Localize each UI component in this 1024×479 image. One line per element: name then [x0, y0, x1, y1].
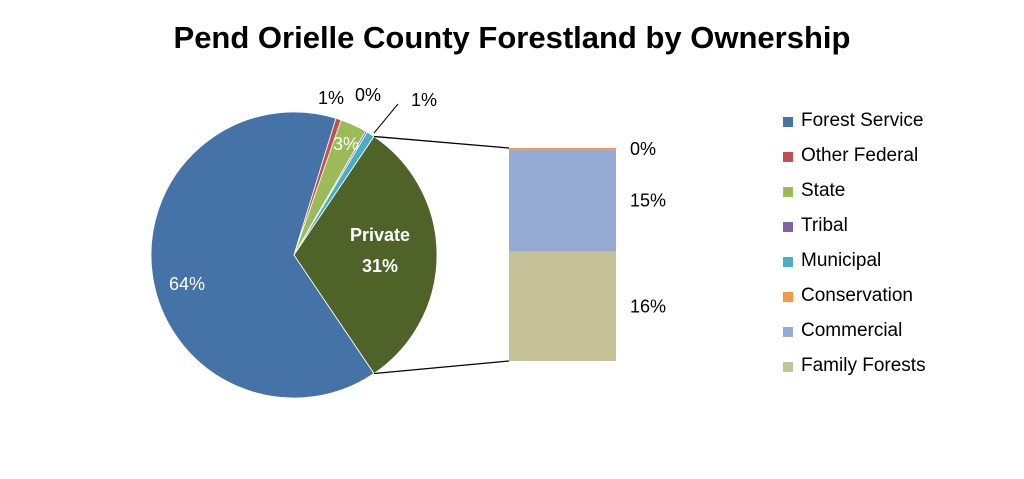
- legend-label: Tribal: [801, 215, 848, 236]
- leader-line-municipal: [373, 103, 399, 134]
- data-label-private-value: 31%: [362, 256, 398, 276]
- data-label-other-federal: 1%: [318, 88, 344, 108]
- connector-line-top: [373, 135, 510, 149]
- data-label-forest-service: 64%: [169, 274, 205, 294]
- pie-slice-forest-service: [150, 111, 375, 399]
- legend-swatch: [783, 327, 793, 337]
- data-label-tribal: 0%: [355, 85, 381, 105]
- legend-label: State: [801, 180, 846, 201]
- data-label-conservation: 0%: [630, 139, 656, 159]
- data-label-family-forests: 16%: [630, 296, 666, 316]
- chart-title: Pend Orielle County Forestland by Owners…: [173, 20, 851, 55]
- legend-label: Family Forests: [801, 355, 926, 376]
- legend-swatch: [783, 362, 793, 372]
- legend-swatch: [783, 257, 793, 267]
- data-label-private-name: Private: [350, 225, 410, 245]
- data-label-commercial: 15%: [630, 191, 666, 211]
- legend-swatch: [783, 222, 793, 232]
- legend-swatch: [783, 187, 793, 197]
- legend-label: Municipal: [801, 250, 882, 271]
- data-label-state: 3%: [333, 134, 359, 154]
- bar-segment-commercial: [509, 149, 616, 252]
- legend-swatch: [783, 117, 793, 127]
- pie-slice-private: [293, 135, 438, 375]
- legend-label: Conservation: [801, 285, 913, 306]
- legend-label: Commercial: [801, 320, 903, 341]
- legend-label: Other Federal: [801, 145, 919, 166]
- bar-segment-family-forests: [509, 251, 616, 361]
- connector-line-bottom: [373, 360, 510, 375]
- bar-segment-conservation: [509, 148, 616, 150]
- legend-swatch: [783, 292, 793, 302]
- legend-label: Forest Service: [801, 110, 924, 131]
- data-label-municipal: 1%: [411, 90, 437, 110]
- legend-swatch: [783, 152, 793, 162]
